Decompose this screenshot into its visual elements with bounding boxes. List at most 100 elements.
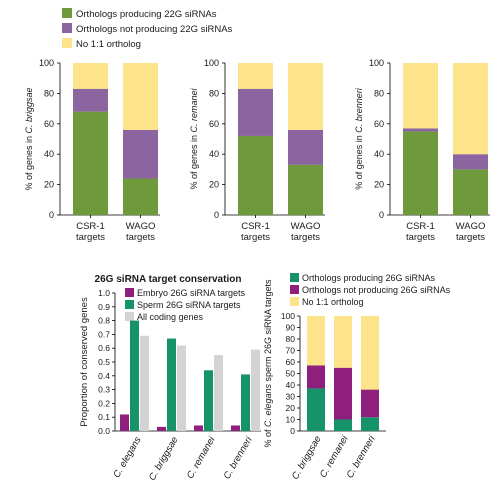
x-tick-label: CSR-1: [406, 221, 435, 232]
legend-label-orthologs-not-producing-22g-sirnas: Orthologs not producing 22G siRNAs: [76, 24, 233, 35]
legend-label-orthologs-not-producing-26g-sirnas: Orthologs not producing 26G siRNAs: [302, 285, 451, 295]
bar-wago-orthologs-not-producing-22g-sirnas: [453, 154, 488, 170]
bar-c-briggsae-orthologs-producing-26g-sirnas: [307, 388, 325, 431]
y-tick-label: 0.0: [98, 426, 110, 436]
y-axis-label: % of genes in C. briggsae: [24, 87, 34, 190]
y-axis-label-species: C. brenneri: [354, 87, 364, 133]
x-tick-label: CSR-1: [76, 221, 105, 232]
bar-c-remanei-orthologs-not-producing-26g-sirnas: [334, 367, 352, 420]
chart-top-2: 0 20 40 60 80 100 % of genes in C. remanei CSR-…: [189, 58, 325, 243]
y-tick-label: 100: [39, 58, 54, 68]
x-tick-label: C. briggsae: [147, 435, 181, 482]
y-tick-label: 100: [369, 58, 384, 68]
chart-26g-orthologs: Orthologs producing 26G siRNAs Orthologs …: [263, 273, 451, 482]
bar-c-brenneri-sperm-26g-sirna-targets: [241, 374, 250, 431]
y-axis-label-prefix: % of genes in: [24, 133, 34, 190]
x-tick-label: targets: [406, 232, 435, 243]
y-axis-label: % of genes in C. remanei: [189, 87, 199, 189]
legend-swatch-all-coding-genes: [125, 312, 134, 321]
y-tick-label: 70: [286, 346, 296, 356]
chart-top-3: 0 20 40 60 80 100 % of genes in C. brenneri CSR…: [354, 58, 490, 243]
y-axis-label: % of C. elegans sperm 26G siRNA targets: [263, 279, 273, 448]
x-tick-label: CSR-1: [241, 221, 270, 232]
y-tick-label: 0.7: [98, 329, 110, 339]
y-tick-label: 0.4: [98, 371, 110, 381]
x-tick-label: C. remanei: [185, 434, 218, 481]
legend-label-no-1-1-ortholog: No 1:1 ortholog: [76, 39, 141, 50]
y-tick-label: 40: [286, 380, 296, 390]
x-tick-label: WAGO: [291, 221, 321, 232]
y-tick-label: 40: [44, 149, 54, 159]
bar-c-remanei-sperm-26g-sirna-targets: [204, 370, 213, 431]
y-tick-label: 0: [290, 426, 295, 436]
y-tick-label: 30: [286, 392, 296, 402]
y-tick-label: 90: [286, 323, 296, 333]
y-tick-label: 0: [49, 210, 54, 220]
bar-csr-1-orthologs-producing-22g-sirnas: [238, 135, 273, 215]
y-tick-label: 0: [214, 210, 219, 220]
bar-c-elegans-embryo-26g-sirna-targets: [120, 414, 129, 431]
chart-top-1: 0 20 40 60 80 100 % of genes in C. briggsae CSR…: [24, 58, 160, 243]
y-tick-label: 0.2: [98, 398, 110, 408]
y-tick-label: 100: [204, 58, 219, 68]
bar-c-brenneri-all-coding-genes: [251, 349, 260, 431]
bar-csr-1-no-1-1-ortholog: [403, 63, 438, 129]
x-tick-label: C. elegans: [111, 435, 143, 480]
x-tick-label: C. brenneri: [222, 434, 255, 481]
legend-label-orthologs-producing-22g-sirnas: Orthologs producing 22G siRNAs: [76, 9, 217, 20]
y-tick-label: 60: [286, 357, 296, 367]
x-tick-label: targets: [76, 232, 105, 243]
bar-csr-1-no-1-1-ortholog: [73, 63, 108, 89]
y-axis-label-species: C. elegans: [263, 384, 273, 428]
legend-swatch-orthologs-producing-22g-sirnas: [62, 8, 72, 18]
y-tick-label: 0: [379, 210, 384, 220]
y-tick-label: 0.1: [98, 412, 110, 422]
bar-c-briggsae-embryo-26g-sirna-targets: [157, 426, 166, 431]
bar-csr-1-orthologs-not-producing-22g-sirnas: [73, 88, 108, 112]
bar-csr-1-orthologs-not-producing-22g-sirnas: [403, 128, 438, 132]
bar-c-remanei-orthologs-producing-26g-sirnas: [334, 419, 352, 431]
y-tick-label: 0.6: [98, 343, 110, 353]
chart-title: 26G siRNA target conservation: [95, 274, 242, 285]
y-tick-label: 0.9: [98, 302, 110, 312]
legend-swatch-no-1-1-ortholog: [290, 297, 299, 306]
bar-c-remanei-no-1-1-ortholog: [334, 316, 352, 368]
y-axis-label-species: C. briggsae: [24, 87, 34, 133]
bar-c-briggsae-all-coding-genes: [177, 345, 186, 431]
legend-label-no-1-1-ortholog: No 1:1 ortholog: [302, 297, 364, 307]
y-tick-label: 1.0: [98, 288, 110, 298]
bar-c-brenneri-orthologs-producing-26g-sirnas: [361, 417, 379, 431]
legend-label-embryo-26g-sirna-targets: Embryo 26G siRNA targets: [137, 288, 246, 298]
y-tick-label: 80: [209, 88, 219, 98]
y-tick-label: 20: [286, 403, 296, 413]
legend-swatch-orthologs-not-producing-26g-sirnas: [290, 285, 299, 294]
legend-swatch-sperm-26g-sirna-targets: [125, 300, 134, 309]
bar-c-briggsae-sperm-26g-sirna-targets: [167, 338, 176, 431]
y-axis-label-prefix: % of genes in: [354, 133, 364, 190]
y-tick-label: 10: [286, 415, 296, 425]
bar-wago-orthologs-producing-22g-sirnas: [453, 169, 488, 215]
bar-c-elegans-sperm-26g-sirna-targets: [130, 320, 139, 431]
y-tick-label: 20: [209, 180, 219, 190]
y-tick-label: 60: [209, 119, 219, 129]
x-tick-label: targets: [291, 232, 320, 243]
bar-wago-no-1-1-ortholog: [288, 63, 323, 130]
x-tick-label: WAGO: [126, 221, 156, 232]
bar-csr-1-orthologs-producing-22g-sirnas: [73, 111, 108, 215]
bar-c-brenneri-no-1-1-ortholog: [361, 316, 379, 390]
x-tick-label: targets: [126, 232, 155, 243]
y-tick-label: 50: [286, 369, 296, 379]
y-axis-label-prefix: % of genes in: [189, 132, 199, 189]
legend-swatch-embryo-26g-sirna-targets: [125, 288, 134, 297]
bar-c-elegans-all-coding-genes: [140, 335, 149, 431]
legend-swatch-no-1-1-ortholog: [62, 38, 72, 48]
y-tick-label: 80: [286, 334, 296, 344]
y-tick-label: 40: [374, 149, 384, 159]
legend-swatch-orthologs-not-producing-22g-sirnas: [62, 23, 72, 33]
bar-csr-1-no-1-1-ortholog: [238, 63, 273, 89]
y-axis-label-species: C. remanei: [189, 87, 199, 132]
bar-csr-1-orthologs-not-producing-22g-sirnas: [238, 88, 273, 136]
y-axis-label: % of genes in C. brenneri: [354, 87, 364, 190]
bar-wago-no-1-1-ortholog: [123, 63, 158, 130]
